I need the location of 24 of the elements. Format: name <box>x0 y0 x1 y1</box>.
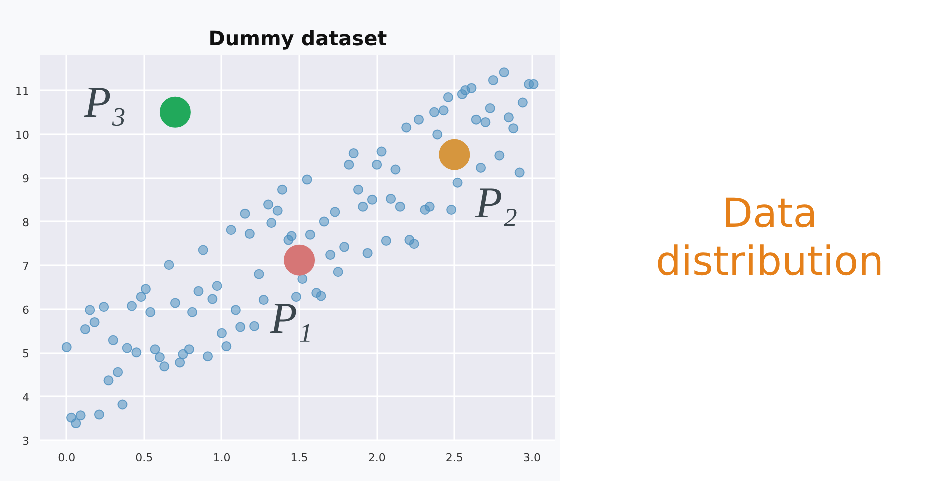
y-tick-label: 6 <box>22 304 30 317</box>
y-tick-label: 11 <box>16 85 30 98</box>
point <box>439 139 470 170</box>
point <box>284 244 316 276</box>
annotation: P₂ <box>474 178 518 228</box>
y-tick-label: 8 <box>22 216 30 230</box>
point <box>160 96 191 128</box>
x-tick-label: 2.0 <box>368 452 386 464</box>
y-tick-label: 4 <box>22 391 30 404</box>
y-tick-label: 10 <box>16 128 30 142</box>
x-tick-label: 0.0 <box>58 452 76 464</box>
y-tick-label: 3 <box>22 435 30 448</box>
x-tick-label: 1.5 <box>290 452 308 464</box>
y-tick-label: 7 <box>22 260 30 274</box>
x-tick-label: 2.5 <box>446 452 464 464</box>
x-tick-label: 1.0 <box>213 452 231 464</box>
text: Data distribution <box>655 190 885 286</box>
annotation: P₁ <box>269 294 313 343</box>
chart-title: Dummy dataset <box>208 26 388 50</box>
x-tick-label: 3.0 <box>523 452 541 464</box>
annotation: P₃ <box>83 78 127 127</box>
y-tick-label: 5 <box>22 348 30 361</box>
y-tick-label: 9 <box>22 172 30 186</box>
x-tick-label: 0.5 <box>136 452 154 464</box>
